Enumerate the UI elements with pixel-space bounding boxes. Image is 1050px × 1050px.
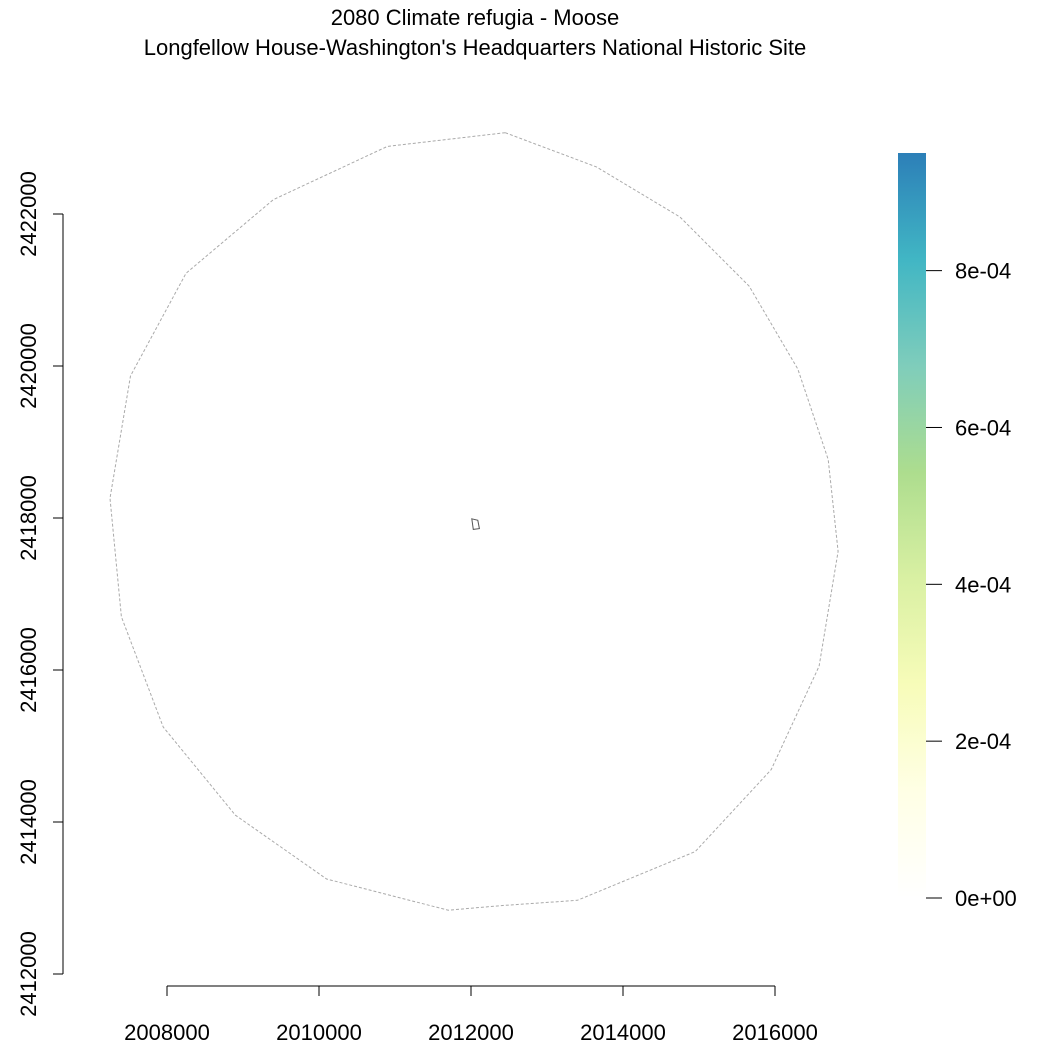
x-tick-label: 2014000 bbox=[580, 1020, 666, 1045]
legend-tick-label: 0e+00 bbox=[955, 886, 1017, 911]
color-legend: 0e+00 2e-04 4e-04 6e-04 8e-04 bbox=[898, 153, 1017, 911]
buffer-outline bbox=[109, 132, 839, 911]
y-tick-label: 2416000 bbox=[16, 627, 41, 713]
y-tick-label: 2414000 bbox=[16, 779, 41, 865]
x-tick-label: 2008000 bbox=[124, 1020, 210, 1045]
legend-tick-label: 2e-04 bbox=[955, 729, 1011, 754]
legend-colorbar bbox=[898, 153, 926, 898]
legend-tick-label: 8e-04 bbox=[955, 259, 1011, 284]
y-tick-label: 2420000 bbox=[16, 323, 41, 409]
legend-tick-label: 6e-04 bbox=[955, 415, 1011, 440]
map-subtitle: Longfellow House-Washington's Headquarte… bbox=[143, 35, 807, 60]
y-tick-label: 2412000 bbox=[16, 931, 41, 1017]
x-axis: 2008000 2010000 2012000 2014000 2016000 bbox=[124, 985, 818, 1045]
map-title: 2080 Climate refugia - Moose bbox=[330, 5, 620, 30]
x-tick-label: 2010000 bbox=[276, 1020, 362, 1045]
legend-tick-label: 4e-04 bbox=[955, 572, 1011, 597]
y-tick-label: 2418000 bbox=[16, 475, 41, 561]
site-boundary bbox=[471, 518, 480, 530]
x-tick-label: 2012000 bbox=[428, 1020, 514, 1045]
y-axis: 2412000 2414000 2416000 2418000 2420000 24220… bbox=[16, 171, 64, 1017]
y-tick-label: 2422000 bbox=[16, 171, 41, 257]
x-tick-label: 2016000 bbox=[732, 1020, 818, 1045]
